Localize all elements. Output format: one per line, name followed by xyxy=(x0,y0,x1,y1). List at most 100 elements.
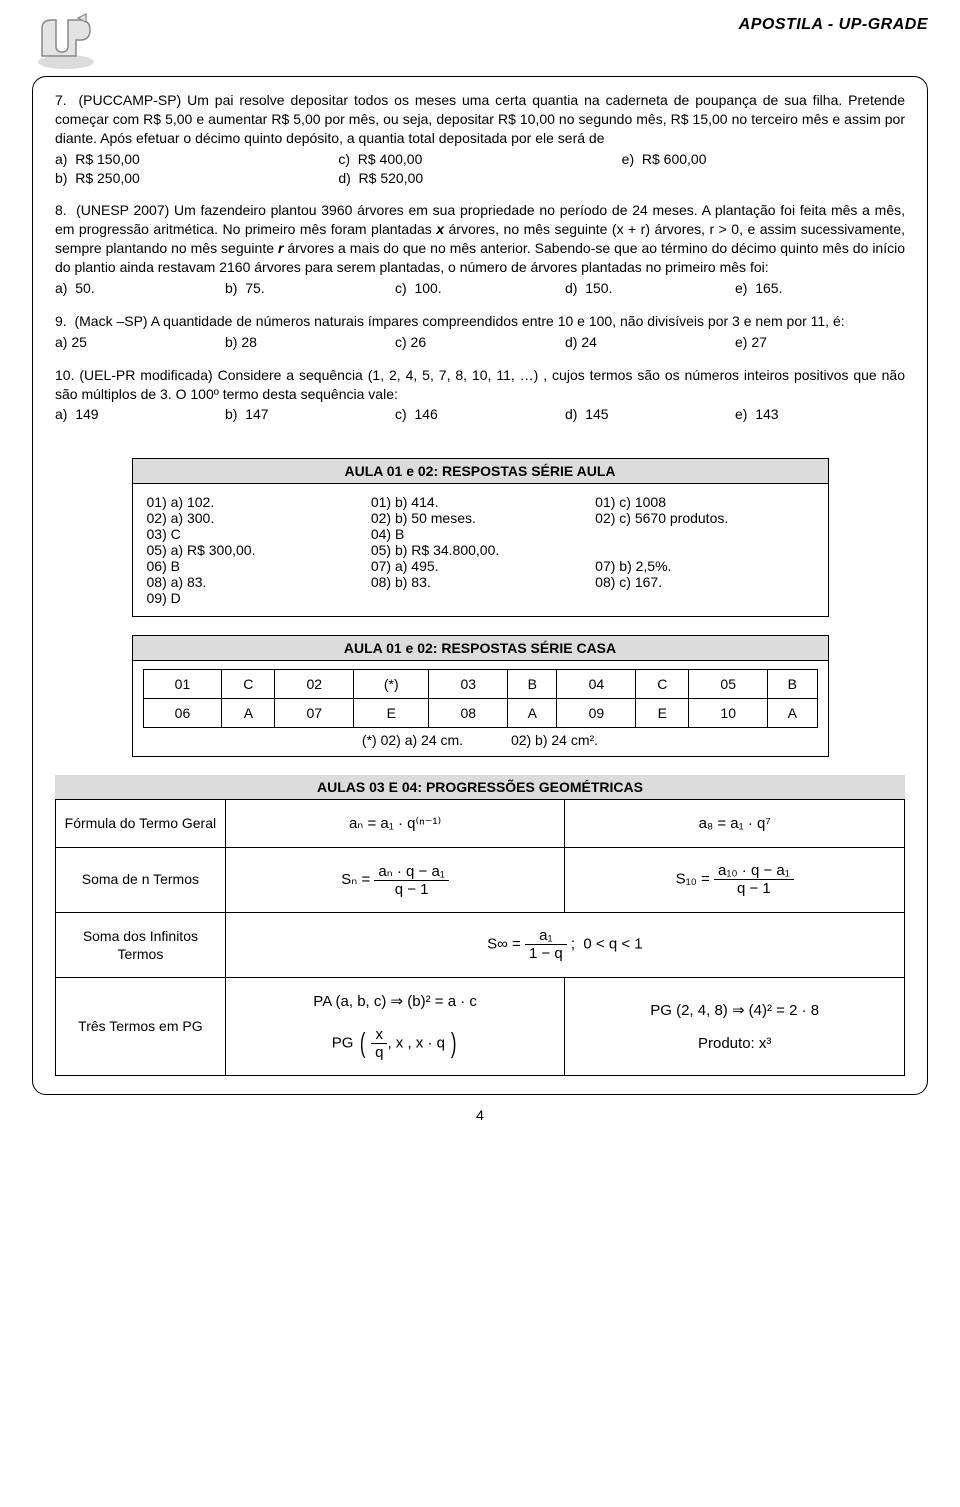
q7-text: 7. (PUCCAMP-SP) Um pai resolve depositar… xyxy=(55,92,905,146)
aula-answer-cell: 07) b) 2,5%. xyxy=(595,558,813,574)
pg-section-title: AULAS 03 E 04: PROGRESSÕES GEOMÉTRICAS xyxy=(55,775,905,799)
aula-answer-cell: 09) D xyxy=(147,590,365,606)
q10-text: 10. (UEL-PR modificada) Considere a sequ… xyxy=(55,367,905,402)
aula-answer-cell: 02) a) 300. xyxy=(147,510,365,526)
casa-cell: 05 xyxy=(689,670,768,699)
q8-opt-d: d) 150. xyxy=(565,279,735,298)
question-8: 8. (UNESP 2007) Um fazendeiro plantou 39… xyxy=(55,201,905,297)
casa-cell: 04 xyxy=(557,670,636,699)
pg-r3-den: 1 − q xyxy=(525,945,567,962)
question-7: 7. (PUCCAMP-SP) Um pai resolve depositar… xyxy=(55,91,905,187)
aula-answer-cell: 01) b) 414. xyxy=(371,494,589,510)
aula-answers-grid: 01) a) 102. 01) b) 414. 01) c) 1008 02) a) … xyxy=(147,494,814,606)
pg-r2-right: S₁₀ = a₁₀ · q − a₁q − 1 xyxy=(565,847,905,912)
q10-opt-d: d) 145 xyxy=(565,405,735,424)
q7-opt-d: d) R$ 520,00 xyxy=(338,169,621,188)
casa-cell: 03 xyxy=(429,670,508,699)
pg-r2-right-num: a₁₀ · q − a₁ xyxy=(714,862,794,880)
pg-r3-formula: S∞ = a₁1 − q ; 0 < q < 1 xyxy=(225,912,904,977)
pg-r2-mid-pre: Sₙ = xyxy=(341,871,374,888)
q8-bold-x: x xyxy=(436,221,444,237)
q8-opt-c: c) 100. xyxy=(395,279,565,298)
q7-opt-e: e) R$ 600,00 xyxy=(622,150,905,169)
casa-cell: 02 xyxy=(275,670,354,699)
pg-r1-right: a₈ = a₁ · q⁷ xyxy=(565,800,905,847)
casa-cell: C xyxy=(222,670,275,699)
aula-answer-cell: 08) a) 83. xyxy=(147,574,365,590)
header-title: APOSTILA - UP-GRADE xyxy=(739,16,928,34)
casa-cell: (*) xyxy=(354,670,429,699)
pg-r4-mid2-num: x xyxy=(371,1026,387,1044)
casa-cell: 06 xyxy=(143,699,222,728)
pg-r3-num: a₁ xyxy=(525,927,567,945)
pg-r1-mid: aₙ = a₁ · q⁽ⁿ⁻¹⁾ xyxy=(225,800,565,847)
q9-opt-d: d) 24 xyxy=(565,333,735,352)
aula-answer-cell: 05) a) R$ 300,00. xyxy=(147,542,365,558)
pg-r2-mid: Sₙ = aₙ · q − a₁q − 1 xyxy=(225,847,565,912)
question-10: 10. (UEL-PR modificada) Considere a sequ… xyxy=(55,366,905,425)
casa-cell: 01 xyxy=(143,670,222,699)
casa-cell: A xyxy=(222,699,275,728)
casa-cell: 08 xyxy=(429,699,508,728)
q9-text: 9. (Mack –SP) A quantidade de números na… xyxy=(55,313,845,329)
pg-r2-mid-num: aₙ · q − a₁ xyxy=(374,862,449,881)
page-number: 4 xyxy=(32,1107,928,1123)
pg-r3-label: Soma dos Infinitos Termos xyxy=(56,912,226,977)
aula-answer-cell xyxy=(595,590,813,606)
q8-opt-b: b) 75. xyxy=(225,279,395,298)
pg-r4-right: PG (2, 4, 8) ⇒ (4)² = 2 · 8 Produto: x³ xyxy=(565,977,905,1075)
q8-opt-e: e) 165. xyxy=(735,279,905,298)
aula-answer-cell: 06) B xyxy=(147,558,365,574)
pg-r2-label: Soma de n Termos xyxy=(56,847,226,912)
casa-cell: B xyxy=(768,670,817,699)
pg-formula-table: Fórmula do Termo Geral aₙ = a₁ · q⁽ⁿ⁻¹⁾ … xyxy=(55,799,905,1076)
pg-r4-mid1: PA (a, b, c) ⇒ (b)² = a · c xyxy=(234,992,557,1010)
casa-cell: 10 xyxy=(689,699,768,728)
pg-r3-post: ; 0 < q < 1 xyxy=(567,936,643,953)
aula-answer-cell: 05) b) R$ 34.800,00. xyxy=(371,542,589,558)
pg-r2-mid-den: q − 1 xyxy=(374,881,449,898)
pg-r4-mid2-den: q xyxy=(371,1044,387,1061)
casa-cell: E xyxy=(354,699,429,728)
q10-opt-c: c) 146 xyxy=(395,405,565,424)
aula-answer-cell: 01) c) 1008 xyxy=(595,494,813,510)
q9-opt-e: e) 27 xyxy=(735,333,905,352)
content-frame: 7. (PUCCAMP-SP) Um pai resolve depositar… xyxy=(32,76,928,1095)
casa-answers-title: AULA 01 e 02: RESPOSTAS SÉRIE CASA xyxy=(133,636,828,661)
aula-answer-cell: 08) b) 83. xyxy=(371,574,589,590)
aula-answer-cell: 02) c) 5670 produtos. xyxy=(595,510,813,526)
pg-r4-label: Três Termos em PG xyxy=(56,977,226,1075)
casa-cell: 09 xyxy=(557,699,636,728)
q8-opt-a: a) 50. xyxy=(55,279,225,298)
aula-answer-cell: 03) C xyxy=(147,526,365,542)
pg-r4-mid2-post: , x , x · q xyxy=(387,1034,445,1051)
q10-opt-e: e) 143 xyxy=(735,405,905,424)
pg-r4-right2: Produto: x³ xyxy=(573,1035,896,1052)
aula-answer-cell: 02) b) 50 meses. xyxy=(371,510,589,526)
casa-cell: B xyxy=(508,670,557,699)
casa-cell: A xyxy=(768,699,817,728)
q7-opt-c: c) R$ 400,00 xyxy=(338,150,621,169)
q9-opt-b: b) 28 xyxy=(225,333,395,352)
q7-opt-a: a) R$ 150,00 xyxy=(55,150,338,169)
pg-r4-mid2: PG ( xq, x , x · q ) xyxy=(234,1026,557,1061)
casa-cell: C xyxy=(636,670,689,699)
q10-opt-b: b) 147 xyxy=(225,405,395,424)
pg-r3-pre: S∞ = xyxy=(487,936,525,953)
pg-r2-right-den: q − 1 xyxy=(714,880,794,897)
casa-note-b: 02) b) 24 cm². xyxy=(511,732,598,748)
q9-opt-a: a) 25 xyxy=(55,333,225,352)
pg-r4-right1: PG (2, 4, 8) ⇒ (4)² = 2 · 8 xyxy=(573,1001,896,1019)
aula-answer-cell: 07) a) 495. xyxy=(371,558,589,574)
q9-opt-c: c) 26 xyxy=(395,333,565,352)
aula-answer-cell: 04) B xyxy=(371,526,589,542)
aula-answers-title: AULA 01 e 02: RESPOSTAS SÉRIE AULA xyxy=(133,459,828,484)
pg-r4-mid2-pre: PG xyxy=(332,1034,354,1051)
page-header: APOSTILA - UP-GRADE xyxy=(32,12,928,72)
pg-r4-mid: PA (a, b, c) ⇒ (b)² = a · c PG ( xq, x ,… xyxy=(225,977,565,1075)
question-9: 9. (Mack –SP) A quantidade de números na… xyxy=(55,312,905,352)
aula-answer-cell: 08) c) 167. xyxy=(595,574,813,590)
pg-r1-label: Fórmula do Termo Geral xyxy=(56,800,226,847)
aula-answer-cell: 01) a) 102. xyxy=(147,494,365,510)
aula-answer-cell xyxy=(371,590,589,606)
